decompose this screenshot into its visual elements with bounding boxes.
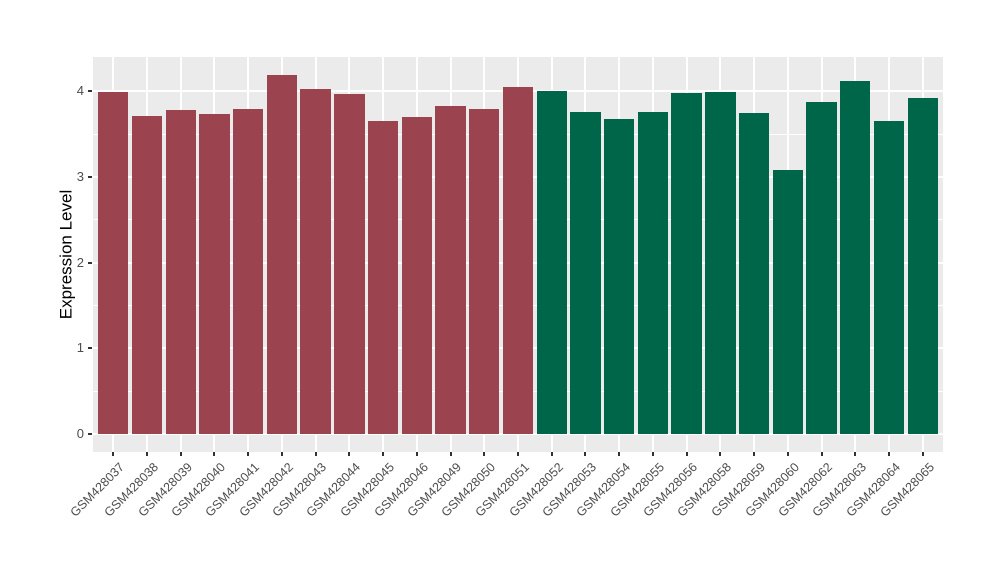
x-tick-mark [247,452,250,456]
x-tick-mark [651,452,654,456]
x-tick-mark [618,452,621,456]
x-tick-mark [550,452,553,456]
x-tick-mark [820,452,823,456]
bar-GSM428050 [469,109,500,434]
x-tick-mark [786,452,789,456]
bar-GSM428040 [199,114,230,434]
bar-GSM428038 [131,116,163,434]
x-tick-mark [888,452,891,456]
bar-GSM428045 [367,121,399,434]
x-axis-label: GSM428065 [877,460,937,520]
bar-GSM428042 [266,74,298,434]
x-tick-mark [415,452,418,456]
bar-GSM428043 [300,89,331,434]
bar-GSM428055 [637,111,669,434]
x-tick-mark [719,452,722,456]
bar-GSM428059 [738,113,770,434]
y-tick-label: 3 [76,168,84,184]
x-tick-mark [483,452,486,456]
y-tick-mark [88,347,92,350]
y-tick-mark [88,90,92,93]
x-tick-mark [145,452,148,456]
x-tick-mark [382,452,385,456]
x-tick-mark [685,452,688,456]
y-tick-label: 4 [76,83,84,99]
y-tick-mark [88,433,92,435]
bar-GSM428062 [806,102,837,434]
bar-GSM428053 [570,111,601,434]
y-tick-label: 0 [76,426,84,441]
bar-GSM428037 [98,92,129,434]
bar-GSM428041 [232,109,264,434]
y-tick-label: 2 [76,254,84,270]
x-tick-mark [921,452,924,456]
x-tick-mark [584,452,587,456]
bar-GSM428044 [334,93,365,434]
bar-GSM428064 [873,121,905,434]
x-tick-mark [753,452,756,456]
x-tick-mark [314,452,317,456]
bar-GSM428058 [705,92,736,434]
y-tick-mark [88,261,92,264]
bar-GSM428046 [401,116,432,434]
bar-GSM428056 [671,92,702,434]
y-tick-mark [88,175,92,178]
bar-GSM428049 [435,105,466,434]
bar-GSM428051 [502,86,534,434]
x-tick-mark [348,452,351,456]
x-tick-mark [517,452,519,456]
bar-GSM428039 [165,110,196,434]
bar-GSM428052 [536,91,567,434]
bar-GSM428060 [772,170,803,434]
x-tick-mark [112,452,115,456]
bar-GSM428065 [907,98,938,434]
x-tick-mark [280,452,283,456]
x-tick-mark [449,452,452,456]
bar-GSM428063 [840,80,871,434]
x-tick-mark [854,452,857,456]
x-tick-mark [179,452,182,456]
x-tick-mark [213,452,216,456]
y-tick-label: 1 [76,340,84,356]
bar-GSM428054 [604,119,635,434]
